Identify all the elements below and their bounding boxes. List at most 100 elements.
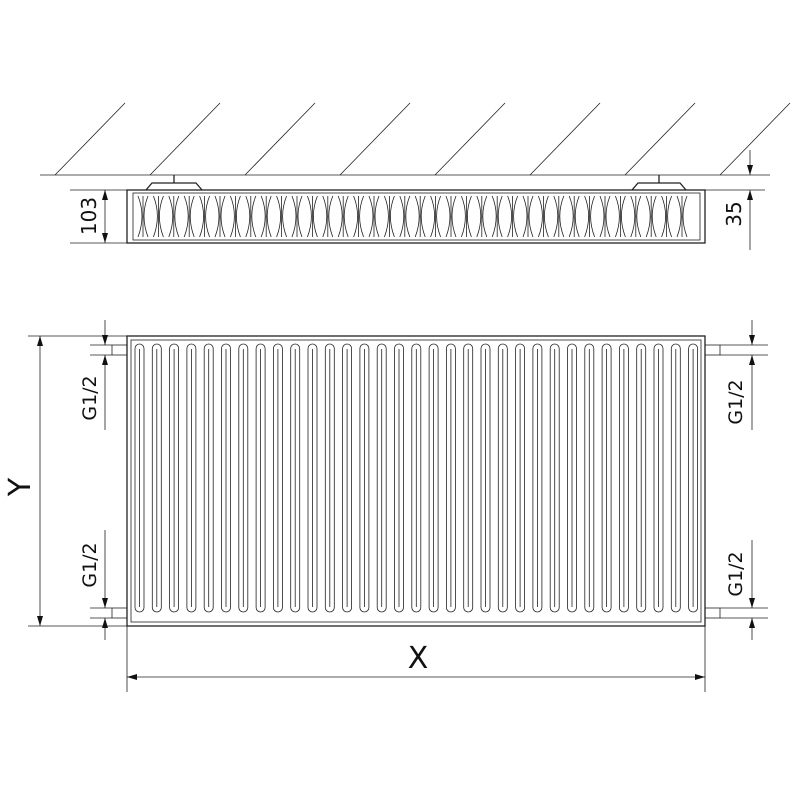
fin xyxy=(584,195,595,238)
fin xyxy=(307,195,318,238)
wall-hatch-line xyxy=(54,102,126,176)
fin xyxy=(538,195,549,238)
rib xyxy=(670,343,681,613)
rib xyxy=(584,343,595,613)
rib xyxy=(619,343,629,613)
rib xyxy=(255,343,266,613)
wall-bracket-right xyxy=(631,175,687,191)
side-view: 103 35 xyxy=(70,150,765,250)
rib xyxy=(359,343,370,613)
rib xyxy=(272,343,283,613)
fin xyxy=(260,195,272,238)
rib xyxy=(497,343,508,613)
connection-label-left-top: G1/2 xyxy=(79,375,101,420)
wall-hatch-line xyxy=(339,102,411,176)
rib xyxy=(480,343,491,613)
fin xyxy=(414,195,426,238)
rib xyxy=(411,343,422,613)
rib xyxy=(601,343,612,613)
radiator-front-body xyxy=(126,335,706,627)
wall-hatch-line xyxy=(624,102,696,176)
rib xyxy=(463,343,474,613)
connection-pipe-right-bottom xyxy=(704,607,721,619)
wall xyxy=(40,102,791,176)
fin xyxy=(399,195,411,238)
rib xyxy=(567,343,577,613)
fin xyxy=(461,195,472,238)
fin xyxy=(676,195,688,238)
fin xyxy=(137,195,149,238)
width-label: X xyxy=(408,641,429,676)
rib xyxy=(151,343,162,613)
radiator-ribs xyxy=(134,343,698,613)
fin xyxy=(276,195,287,238)
fin xyxy=(430,195,441,238)
rib xyxy=(549,343,560,613)
fin xyxy=(199,195,210,238)
height-label: Y xyxy=(3,477,38,497)
fin xyxy=(245,195,257,238)
wall-gap-label: 35 xyxy=(722,201,746,226)
rib xyxy=(636,343,647,613)
rib xyxy=(221,343,231,613)
rib xyxy=(307,343,318,613)
rib xyxy=(342,343,353,613)
fin xyxy=(615,195,626,238)
fin xyxy=(553,195,565,238)
connection-label-right-bottom: G1/2 xyxy=(725,551,747,596)
fin xyxy=(384,195,395,238)
connection-pipe-left-bottom xyxy=(111,607,128,619)
rib xyxy=(428,343,439,613)
rib xyxy=(324,343,335,613)
rib xyxy=(203,343,214,613)
connection-pipe-right-top xyxy=(704,344,721,356)
front-view: Y G1/2 G1/2 G1/2 G1/2 X xyxy=(3,320,768,692)
height-dimension-label: 103 xyxy=(77,197,101,235)
rib xyxy=(238,343,249,613)
wall-hatch-line xyxy=(149,102,221,176)
fin xyxy=(322,195,334,238)
connection-pipe-left-top xyxy=(111,344,128,356)
wall-hatch-line xyxy=(719,102,791,176)
fin xyxy=(645,195,657,238)
fin xyxy=(476,195,488,238)
rib xyxy=(290,343,301,613)
rib xyxy=(134,343,145,613)
fin xyxy=(214,195,226,238)
fin xyxy=(568,195,580,238)
rib xyxy=(169,343,180,613)
wall-hatch-line xyxy=(529,102,601,176)
rib xyxy=(653,343,664,613)
connection-label-left-bottom: G1/2 xyxy=(79,542,101,587)
fin xyxy=(353,195,364,238)
rib xyxy=(445,343,456,613)
fin xyxy=(445,195,457,238)
rib xyxy=(532,343,543,613)
fin xyxy=(491,195,503,238)
convector-fins xyxy=(137,195,688,238)
fin xyxy=(630,195,642,238)
radiator-side-inner xyxy=(132,192,701,241)
fin xyxy=(507,195,518,238)
fin xyxy=(661,195,672,238)
wall-hatch-line xyxy=(244,102,316,176)
fin xyxy=(230,195,241,238)
fin xyxy=(153,195,164,238)
fin xyxy=(291,195,303,238)
rib xyxy=(376,343,387,613)
wall-hatch-line xyxy=(434,102,506,176)
fin xyxy=(522,195,534,238)
connection-label-right-top: G1/2 xyxy=(725,379,747,424)
fin xyxy=(183,195,195,238)
rib xyxy=(515,343,525,613)
radiator-front-inner xyxy=(130,339,702,623)
fin xyxy=(337,195,349,238)
fin xyxy=(599,195,611,238)
wall-bracket-left xyxy=(145,175,203,191)
fin xyxy=(168,195,180,238)
rib xyxy=(394,343,404,613)
radiator-side-body xyxy=(126,189,706,244)
rib xyxy=(186,343,197,613)
fin xyxy=(368,195,380,238)
